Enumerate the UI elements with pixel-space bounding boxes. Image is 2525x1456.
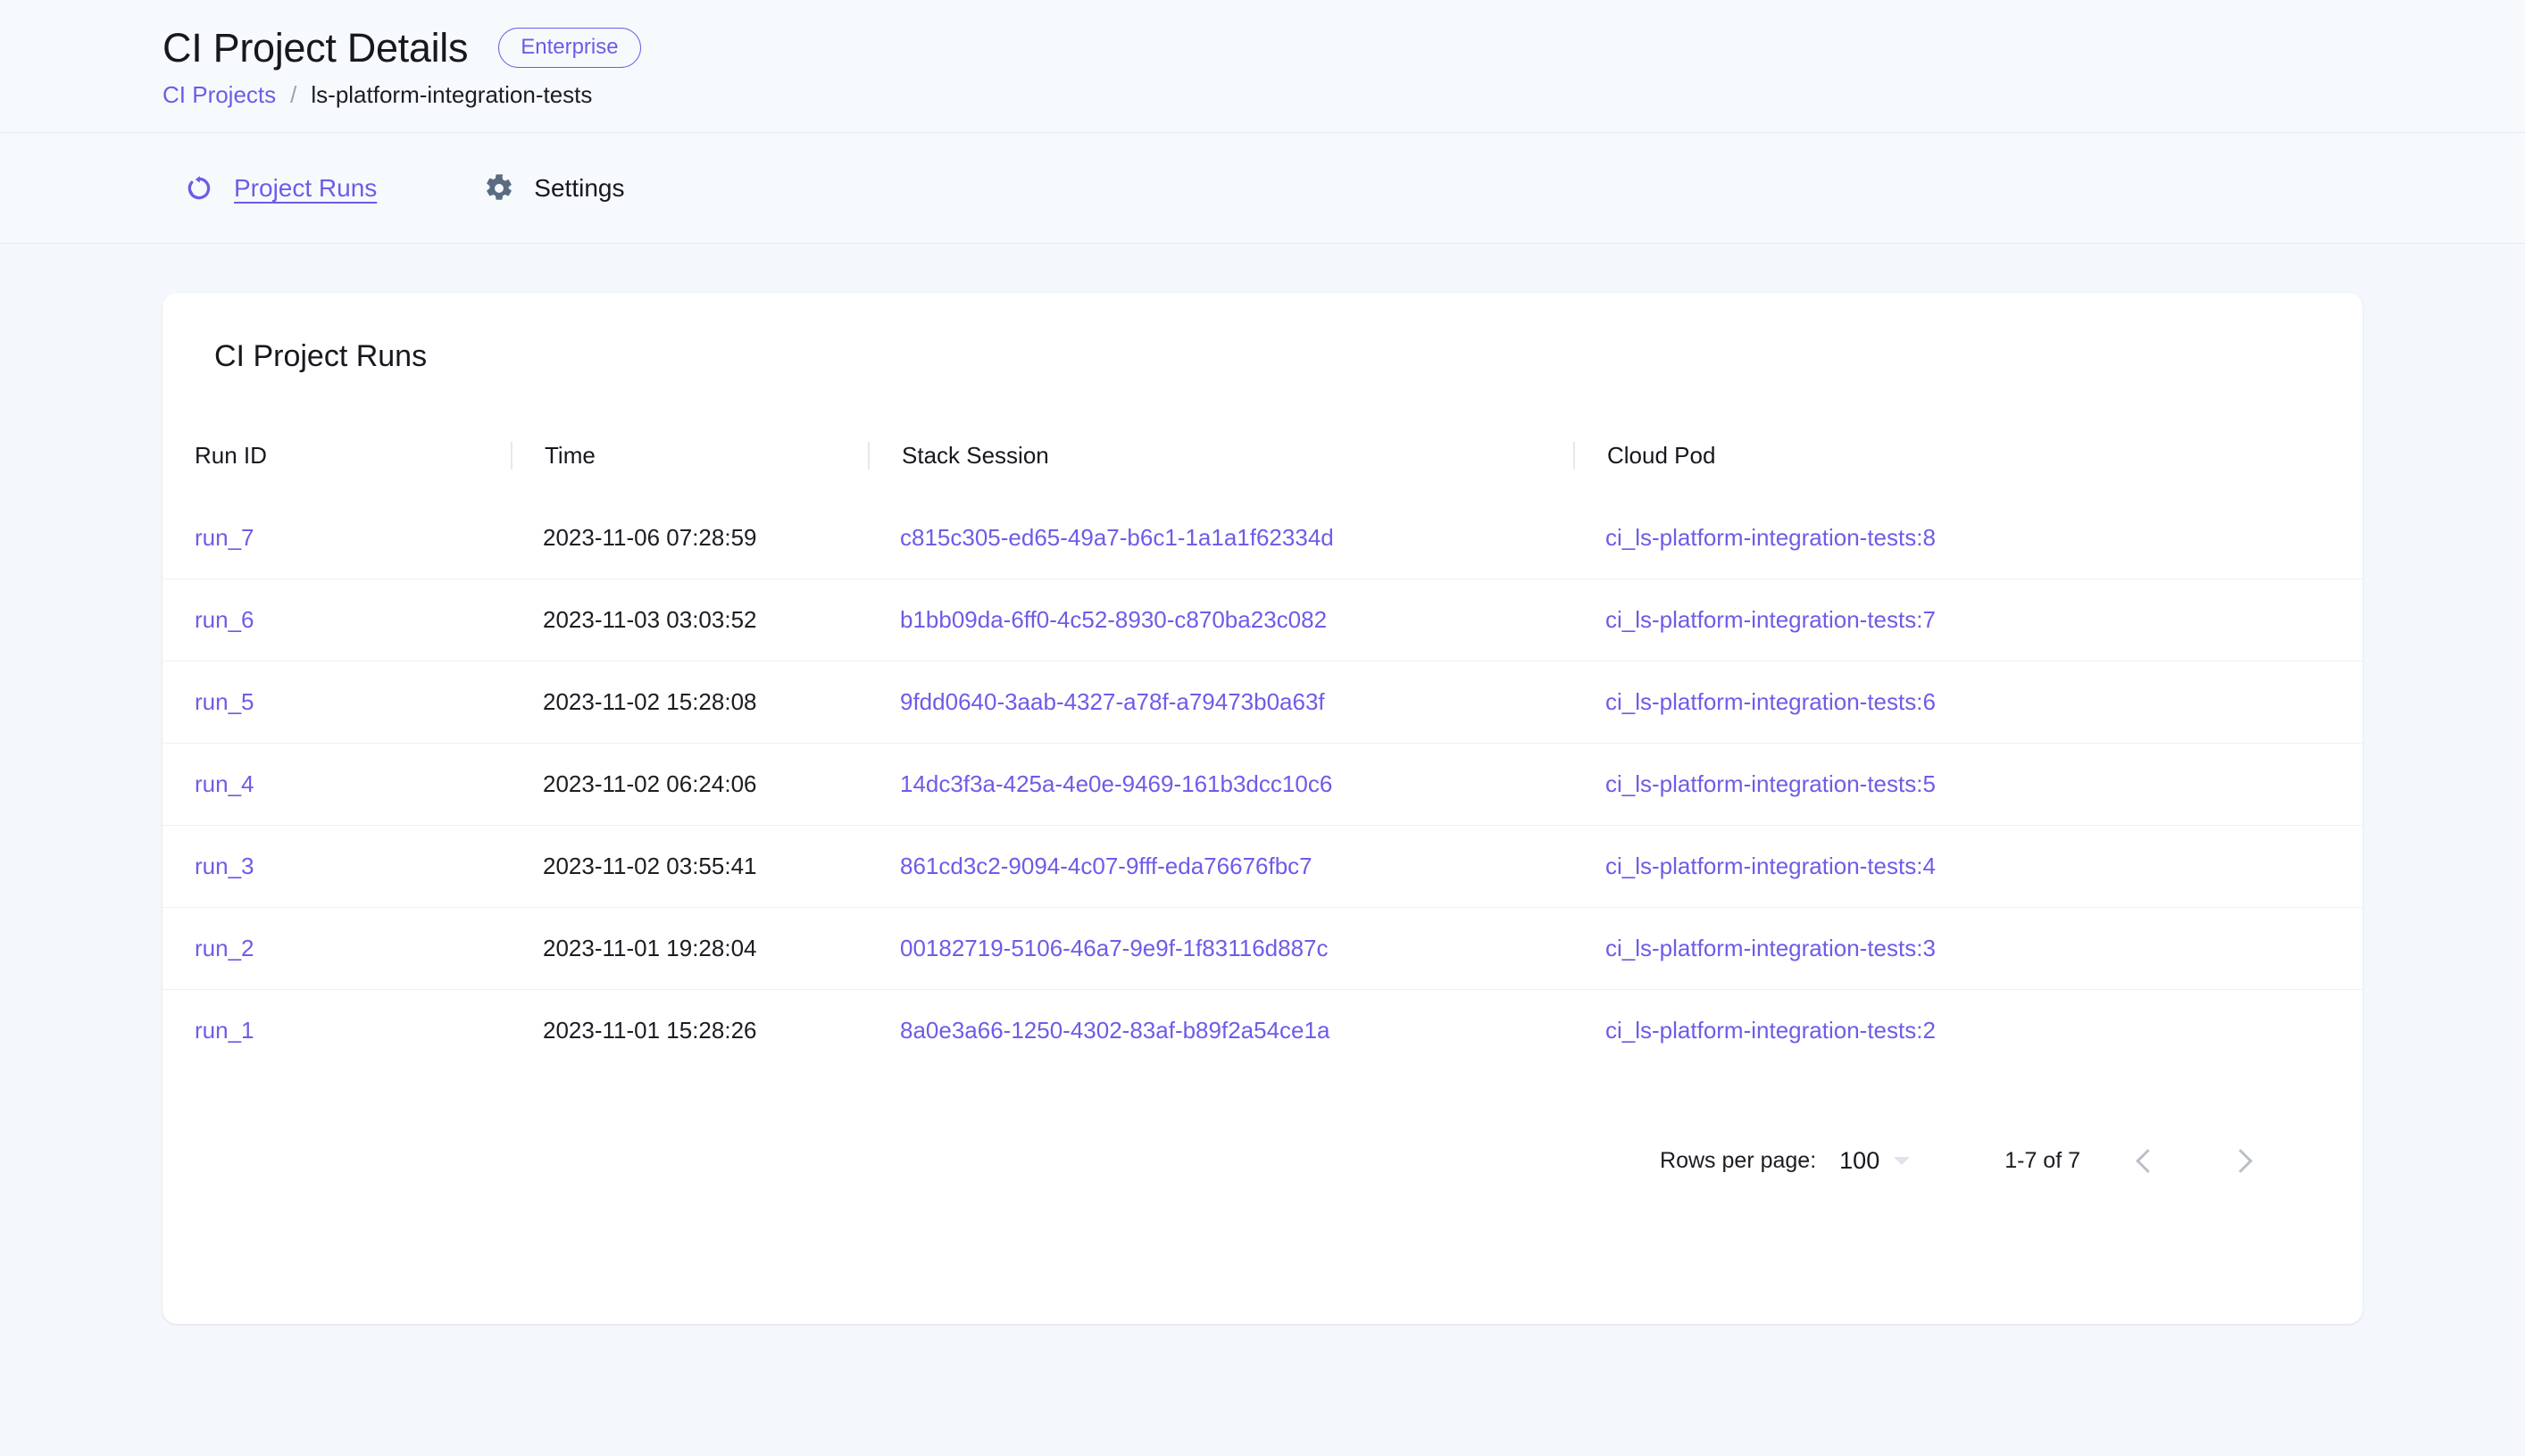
- column-header-stack-session: Stack Session: [868, 426, 1573, 497]
- cell-run-id: run_3: [162, 825, 511, 908]
- run-id-link[interactable]: run_7: [195, 524, 254, 552]
- pagination-prev-button[interactable]: [2111, 1127, 2179, 1194]
- rows-per-page-value[interactable]: 100: [1839, 1146, 1880, 1174]
- tab-project-runs[interactable]: Project Runs: [184, 173, 377, 204]
- pagination-range: 1-7 of 7: [2004, 1147, 2080, 1173]
- cell-time: 2023-11-02 03:55:41: [511, 825, 868, 908]
- stack-session-link[interactable]: 861cd3c2-9094-4c07-9fff-eda76676fbc7: [900, 853, 1312, 880]
- breadcrumb-link-ci-projects[interactable]: CI Projects: [162, 81, 277, 109]
- cell-run-id: run_5: [162, 661, 511, 744]
- table-row: run_7 2023-11-06 07:28:59 c815c305-ed65-…: [162, 497, 2362, 579]
- status-badge: Enterprise: [498, 28, 641, 69]
- cell-time: 2023-11-01 19:28:04: [511, 907, 868, 990]
- cell-run-id: run_7: [162, 497, 511, 579]
- cell-cloud-pod: ci_ls-platform-integration-tests:6: [1573, 661, 2362, 744]
- cloud-pod-link[interactable]: ci_ls-platform-integration-tests:2: [1605, 1017, 1936, 1044]
- table-row: run_6 2023-11-03 03:03:52 b1bb09da-6ff0-…: [162, 578, 2362, 661]
- cell-cloud-pod: ci_ls-platform-integration-tests:2: [1573, 989, 2362, 1072]
- tab-bar: Project Runs Settings: [0, 133, 2525, 245]
- table-header-row: Run ID Time Stack Session Cloud Pod: [162, 426, 2362, 497]
- card-title: CI Project Runs: [214, 339, 428, 374]
- cell-time: 2023-11-01 15:28:26: [511, 989, 868, 1072]
- run-id-link[interactable]: run_2: [195, 935, 254, 962]
- table-row: run_4 2023-11-02 06:24:06 14dc3f3a-425a-…: [162, 743, 2362, 826]
- table-row: run_5 2023-11-02 15:28:08 9fdd0640-3aab-…: [162, 661, 2362, 744]
- cell-run-id: run_2: [162, 907, 511, 990]
- table-head: Run ID Time Stack Session Cloud Pod: [162, 426, 2362, 497]
- cell-run-id: run_1: [162, 989, 511, 1072]
- cell-time: 2023-11-02 15:28:08: [511, 661, 868, 744]
- run-id-link[interactable]: run_1: [195, 1017, 254, 1044]
- rows-per-page-label: Rows per page:: [1660, 1147, 1817, 1173]
- tab-settings[interactable]: Settings: [484, 173, 624, 204]
- pagination: Rows per page: 100 1-7 of 7: [162, 1071, 2362, 1194]
- cloud-pod-link[interactable]: ci_ls-platform-integration-tests:6: [1605, 688, 1936, 716]
- cell-cloud-pod: ci_ls-platform-integration-tests:4: [1573, 825, 2362, 908]
- cell-cloud-pod: ci_ls-platform-integration-tests:8: [1573, 497, 2362, 579]
- stack-session-link[interactable]: 00182719-5106-46a7-9e9f-1f83116d887c: [900, 935, 1329, 962]
- column-header-stack-session-label: Stack Session: [868, 442, 1573, 470]
- table-row: run_1 2023-11-01 15:28:26 8a0e3a66-1250-…: [162, 989, 2362, 1072]
- ci-project-runs-card: CI Project Runs Run ID Time Stack Sessio…: [162, 293, 2362, 1325]
- stack-session-link[interactable]: 14dc3f3a-425a-4e0e-9469-161b3dcc10c6: [900, 770, 1333, 798]
- run-id-link[interactable]: run_3: [195, 853, 254, 880]
- cloud-pod-link[interactable]: ci_ls-platform-integration-tests:4: [1605, 853, 1936, 880]
- run-id-link[interactable]: run_5: [195, 688, 254, 716]
- column-header-run-id-label: Run ID: [195, 442, 267, 470]
- gear-icon: [484, 173, 514, 204]
- breadcrumb-separator: /: [290, 81, 297, 109]
- tab-project-runs-label: Project Runs: [234, 173, 378, 202]
- title-row: CI Project Details Enterprise: [162, 27, 2525, 69]
- column-header-cloud-pod-label: Cloud Pod: [1573, 442, 2362, 470]
- content-area: CI Project Runs Run ID Time Stack Sessio…: [0, 244, 2525, 1325]
- table-body: run_7 2023-11-06 07:28:59 c815c305-ed65-…: [162, 497, 2362, 1072]
- pagination-next-button[interactable]: [2209, 1127, 2277, 1194]
- column-header-time: Time: [511, 426, 868, 497]
- cloud-pod-link[interactable]: ci_ls-platform-integration-tests:8: [1605, 524, 1936, 552]
- cell-cloud-pod: ci_ls-platform-integration-tests:5: [1573, 743, 2362, 826]
- cell-time: 2023-11-06 07:28:59: [543, 524, 757, 552]
- chevron-right-icon: [2228, 1148, 2253, 1173]
- cell-stack-session: 8a0e3a66-1250-4302-83af-b89f2a54ce1a: [868, 989, 1573, 1072]
- cell-stack-session: 00182719-5106-46a7-9e9f-1f83116d887c: [868, 907, 1573, 990]
- cell-stack-session: 9fdd0640-3aab-4327-a78f-a79473b0a63f: [868, 661, 1573, 744]
- page-title: CI Project Details: [162, 25, 469, 71]
- page-header: CI Project Details Enterprise CI Project…: [0, 0, 2525, 134]
- cloud-pod-link[interactable]: ci_ls-platform-integration-tests:7: [1605, 606, 1936, 634]
- chevron-down-icon[interactable]: [1894, 1156, 1911, 1165]
- cell-cloud-pod: ci_ls-platform-integration-tests:7: [1573, 578, 2362, 661]
- cell-time: 2023-11-02 06:24:06: [511, 743, 868, 826]
- run-id-link[interactable]: run_6: [195, 606, 254, 634]
- chevron-left-icon: [2135, 1148, 2160, 1173]
- cell-stack-session: 14dc3f3a-425a-4e0e-9469-161b3dcc10c6: [868, 743, 1573, 826]
- cloud-pod-link[interactable]: ci_ls-platform-integration-tests:5: [1605, 770, 1936, 798]
- stack-session-link[interactable]: c815c305-ed65-49a7-b6c1-1a1a1f62334d: [900, 524, 1334, 552]
- breadcrumb: CI Projects / ls-platform-integration-te…: [162, 81, 2525, 109]
- cell-time: 2023-11-03 03:03:52: [511, 578, 868, 661]
- table-row: run_2 2023-11-01 19:28:04 00182719-5106-…: [162, 907, 2362, 990]
- cell-stack-session: c815c305-ed65-49a7-b6c1-1a1a1f62334d: [868, 497, 1573, 579]
- cell-stack-session: 861cd3c2-9094-4c07-9fff-eda76676fbc7: [868, 825, 1573, 908]
- runs-table: Run ID Time Stack Session Cloud Pod run_…: [162, 426, 2362, 1072]
- column-header-cloud-pod: Cloud Pod: [1573, 426, 2362, 497]
- table-row: run_3 2023-11-02 03:55:41 861cd3c2-9094-…: [162, 825, 2362, 908]
- cell-cloud-pod: ci_ls-platform-integration-tests:3: [1573, 907, 2362, 990]
- run-id-link[interactable]: run_4: [195, 770, 254, 798]
- breadcrumb-current: ls-platform-integration-tests: [311, 81, 593, 109]
- history-icon: [184, 173, 214, 204]
- cloud-pod-link[interactable]: ci_ls-platform-integration-tests:3: [1605, 935, 1936, 962]
- cell-stack-session: b1bb09da-6ff0-4c52-8930-c870ba23c082: [868, 578, 1573, 661]
- stack-session-link[interactable]: 9fdd0640-3aab-4327-a78f-a79473b0a63f: [900, 688, 1325, 716]
- stack-session-link[interactable]: 8a0e3a66-1250-4302-83af-b89f2a54ce1a: [900, 1017, 1330, 1044]
- tab-settings-label: Settings: [534, 173, 625, 202]
- cell-run-id: run_6: [162, 578, 511, 661]
- column-header-run-id: Run ID: [162, 426, 511, 497]
- stack-session-link[interactable]: b1bb09da-6ff0-4c52-8930-c870ba23c082: [900, 606, 1328, 634]
- column-header-time-label: Time: [511, 442, 868, 470]
- cell-run-id: run_4: [162, 743, 511, 826]
